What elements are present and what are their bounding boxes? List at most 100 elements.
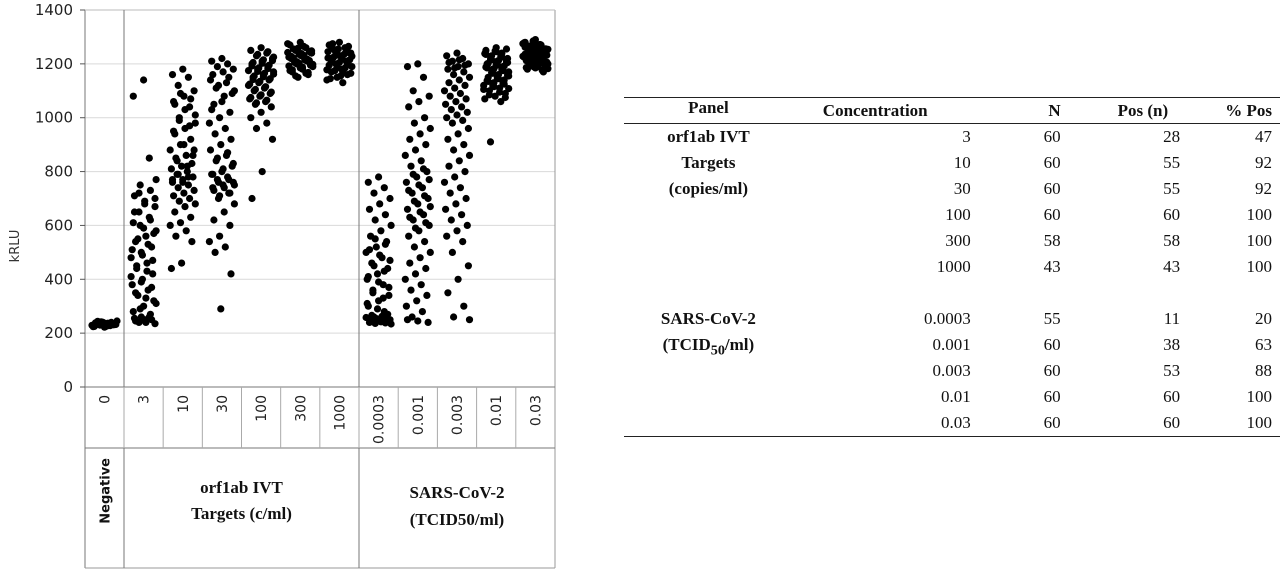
data-point (264, 48, 272, 56)
x-axis-ticks: 0 3 10 30 100 300 1000 0.0003 0.001 0.003 0.01 0.03 (98, 395, 545, 444)
y-tick-label: 1200 (35, 55, 73, 73)
data-point (142, 294, 150, 302)
panel-sars-line1: SARS-CoV-2 (660, 309, 756, 328)
data-point (136, 305, 144, 313)
data-point (249, 75, 257, 84)
data-point (442, 100, 450, 108)
data-point (458, 211, 466, 219)
data-point (464, 262, 472, 270)
data-point (219, 68, 227, 76)
cell-pct-pos: 88 (1255, 361, 1272, 380)
data-point (226, 189, 234, 197)
y-tick-label: 400 (44, 270, 73, 288)
data-point (490, 65, 498, 73)
cell-pos-n: 60 (1163, 387, 1181, 406)
cell-concentration: 30 (953, 179, 971, 198)
data-point (376, 251, 384, 259)
data-point (217, 141, 225, 149)
data-point (406, 213, 414, 221)
data-point (387, 221, 395, 229)
cell-pos-n: 60 (1163, 413, 1181, 432)
data-point (178, 259, 186, 267)
data-point (326, 75, 334, 83)
data-point (370, 189, 378, 197)
data-point (226, 221, 234, 229)
data-point (417, 281, 425, 289)
data-point (344, 48, 353, 57)
cell-n: 60 (1043, 413, 1061, 432)
table-row: orf1ab IVT Targets (copies/ml) 3 60 28 4… (624, 124, 1280, 198)
data-point (213, 154, 221, 162)
data-point (453, 111, 461, 119)
data-point (324, 54, 332, 62)
group-labels: Negative orf1ab IVT Targets (c/ml) SARS-CoV… (99, 458, 505, 529)
data-point (167, 264, 175, 273)
data-point (544, 45, 552, 53)
cell-n: 60 (1043, 387, 1061, 406)
data-point (421, 114, 429, 122)
data-point (179, 178, 187, 186)
data-point (454, 130, 462, 138)
scatter-chart: 0 200 400 600 800 1000 1200 1400 kRLU 0 3 10 30 100… (8, 1, 556, 569)
data-point (423, 291, 431, 299)
data-point (384, 310, 392, 318)
data-point (489, 82, 497, 90)
data-point (371, 216, 379, 224)
data-point (381, 211, 389, 219)
cell-concentration: 0.001 (932, 335, 971, 354)
header-n: N (1048, 100, 1061, 120)
data-point (387, 320, 395, 328)
data-point (456, 184, 464, 192)
data-point (229, 65, 237, 73)
x-tick-label: 300 (293, 395, 309, 422)
x-tick-label: 30 (215, 395, 231, 413)
cell-concentration: 0.01 (940, 387, 971, 406)
data-point (375, 278, 383, 286)
data-point (385, 283, 393, 291)
data-point (494, 57, 503, 65)
data-point (210, 186, 218, 194)
data-point (89, 323, 97, 331)
data-point (529, 56, 537, 64)
header-concentration: Concentration (822, 100, 928, 120)
data-point (451, 173, 459, 181)
data-point (520, 39, 528, 47)
data-point (454, 275, 462, 283)
data-point (422, 219, 430, 227)
data-point (455, 56, 463, 64)
data-point (267, 88, 275, 96)
data-point (409, 170, 417, 178)
table-row: 10 60 55 92 (624, 150, 1280, 176)
data-point (259, 73, 267, 81)
data-point (209, 71, 217, 79)
data-point (148, 316, 156, 324)
data-point (205, 119, 213, 127)
data-point (284, 40, 292, 48)
x-tick-label: 3 (137, 395, 153, 404)
data-point (145, 154, 153, 162)
data-point (285, 62, 293, 70)
data-point (529, 37, 537, 45)
data-point (410, 197, 418, 205)
data-point (151, 194, 159, 203)
data-point (137, 278, 145, 286)
data-point (289, 54, 297, 62)
group-label-sars-line2: (TCID50/ml) (410, 510, 504, 529)
data-point (270, 70, 278, 78)
data-point (300, 51, 308, 59)
data-point (184, 181, 192, 189)
data-point (415, 181, 423, 189)
data-point (225, 176, 233, 184)
data-point (377, 227, 385, 235)
cell-pos-n: 58 (1163, 231, 1181, 250)
data-point (191, 111, 199, 119)
data-points (88, 36, 552, 331)
data-point (411, 270, 420, 278)
data-point (175, 197, 183, 205)
cell-pct-pos: 100 (1246, 257, 1273, 276)
data-point (410, 243, 418, 251)
data-point (447, 216, 455, 224)
data-point (405, 232, 413, 240)
data-point (170, 192, 178, 200)
data-point (173, 157, 181, 165)
